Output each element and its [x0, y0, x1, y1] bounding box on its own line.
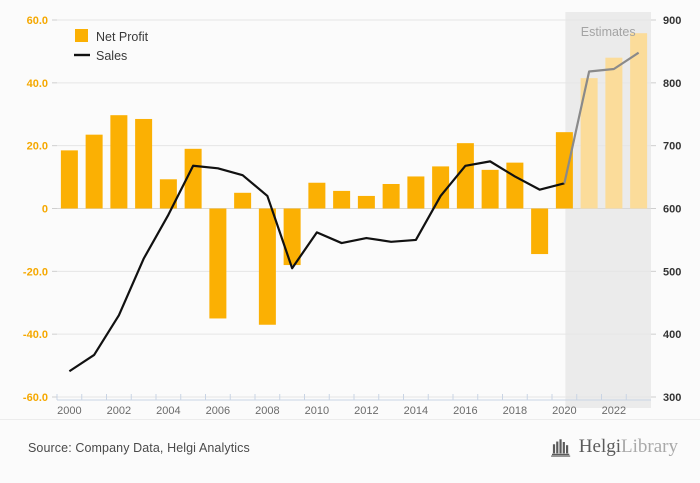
brand-primary: Helgi: [578, 436, 622, 457]
chart-footer: Source: Company Data, Helgi Analytics He…: [0, 419, 700, 483]
bar-2013[interactable]: [382, 183, 400, 209]
x-axis-tick-2020: 2020: [552, 405, 576, 417]
y-axis-right-tick: 800: [663, 78, 681, 90]
y-axis-right-tick: 600: [663, 204, 681, 216]
y-axis-left-tick: -40.0: [23, 329, 48, 341]
y-axis-right-tick: 900: [663, 15, 681, 27]
x-axis-tick-2018: 2018: [503, 405, 527, 417]
bar-2016[interactable]: [456, 143, 474, 209]
chart-plot-area: 60.0 40.0 20.0 0 -20.0 -40.0 -60.0 900 800 700 600…: [23, 12, 681, 417]
bar-2012[interactable]: [357, 195, 375, 209]
helgi-library-logo-icon: [550, 439, 570, 457]
brand-logo: HelgiLibrary: [550, 436, 678, 458]
bar-2017[interactable]: [481, 169, 499, 209]
y-axis-left-tick: -20.0: [23, 266, 48, 278]
x-axis-tick-2022: 2022: [602, 405, 626, 417]
sales-line-estimate: [563, 51, 640, 184]
legend-marker-net-profit: [75, 29, 88, 42]
y-axis-left-tick: 40.0: [27, 78, 48, 90]
bar-2023[interactable]: [630, 33, 648, 209]
brand-secondary: Library: [621, 436, 678, 457]
y-axis-right-tick: 500: [663, 266, 681, 278]
bar-2011[interactable]: [333, 190, 351, 209]
x-axis-tick-2000: 2000: [57, 405, 81, 417]
x-axis-tick-2010: 2010: [305, 405, 329, 417]
bar-2000[interactable]: [60, 150, 78, 209]
brand-name: HelgiLibrary: [579, 436, 678, 458]
bar-2021[interactable]: [580, 78, 598, 209]
y-axis-left-tick: 60.0: [27, 15, 48, 27]
bar-2006[interactable]: [209, 208, 227, 319]
y-axis-left-tick: 0: [42, 204, 48, 216]
sales-line: [68, 160, 565, 373]
bar-2022[interactable]: [605, 57, 623, 209]
bar-2008[interactable]: [258, 208, 276, 325]
x-axis-tick-2002: 2002: [107, 405, 131, 417]
y-axis-right-tick: 400: [663, 329, 681, 341]
bar-2004[interactable]: [159, 179, 177, 209]
y-axis-left-tick: 20.0: [27, 141, 48, 153]
x-axis-tick-2012: 2012: [354, 405, 378, 417]
x-axis-tick-2004: 2004: [156, 405, 180, 417]
y-axis-right-tick: 300: [663, 392, 681, 404]
x-axis-tick-2008: 2008: [255, 405, 279, 417]
bar-2007[interactable]: [234, 192, 252, 209]
bar-2010[interactable]: [308, 182, 326, 209]
bar-2018[interactable]: [506, 162, 524, 209]
bar-2002[interactable]: [110, 115, 128, 209]
estimates-label: Estimates: [581, 25, 636, 39]
bar-2003[interactable]: [135, 118, 153, 209]
y-axis-right-tick: 700: [663, 141, 681, 153]
legend-label-sales: Sales: [96, 49, 127, 63]
x-axis-tick-2006: 2006: [206, 405, 230, 417]
bar-2015[interactable]: [432, 166, 450, 209]
y-axis-left-tick: -60.0: [23, 392, 48, 404]
bar-2009[interactable]: [283, 208, 301, 266]
legend-label-net-profit: Net Profit: [96, 30, 149, 44]
source-text: Source: Company Data, Helgi Analytics: [28, 441, 250, 455]
bar-2014[interactable]: [407, 176, 425, 209]
x-axis-tick-2016: 2016: [453, 405, 477, 417]
chart-svg: 60.0 40.0 20.0 0 -20.0 -40.0 -60.0 900 800 700 600…: [23, 12, 681, 417]
bar-2005[interactable]: [184, 148, 202, 209]
bar-2019[interactable]: [531, 208, 549, 255]
bar-2001[interactable]: [85, 134, 103, 209]
x-axis-tick-2014: 2014: [404, 405, 428, 417]
bar-2020[interactable]: [555, 132, 573, 209]
